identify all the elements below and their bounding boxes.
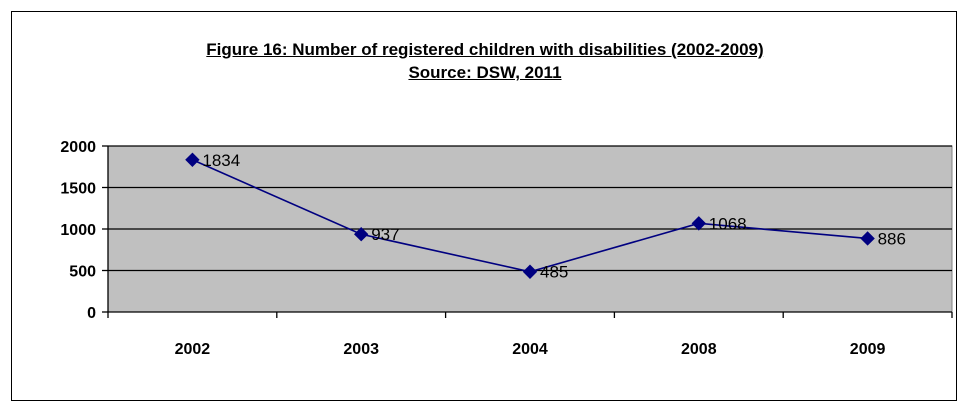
y-tick-label: 0: [87, 305, 96, 322]
x-axis-ticks: 2002 2003 2004 2008 2009: [107, 312, 953, 358]
data-labels: 1834 937 485 1068 886: [202, 151, 906, 282]
x-tick-label: 2002: [175, 341, 211, 358]
x-tick-label: 2008: [681, 341, 717, 358]
x-tick-label: 2004: [512, 341, 548, 358]
data-point-marker: [185, 152, 200, 167]
y-tick-label: 1000: [60, 222, 96, 239]
data-label: 485: [540, 263, 568, 282]
y-tick-label: 500: [69, 264, 96, 281]
x-tick-label: 2009: [850, 341, 886, 358]
data-label: 886: [878, 229, 906, 248]
gridlines: [108, 145, 952, 272]
y-axis-ticks: 0 500 1000 1500 2000: [60, 139, 108, 322]
data-label: 1834: [202, 151, 240, 170]
data-label: 1068: [709, 214, 747, 233]
data-point-marker: [860, 231, 875, 246]
line-chart: 0 500 1000 1500 2000 2002 2003 2004 2008 2009 18…: [60, 139, 953, 358]
y-tick-label: 2000: [60, 139, 96, 156]
chart-subtitle: Source: DSW, 2011: [408, 63, 562, 82]
data-point-marker: [522, 264, 538, 279]
data-markers: [185, 152, 875, 279]
y-tick-label: 1500: [60, 181, 96, 198]
chart-title: Figure 16: Number of registered children…: [206, 40, 764, 59]
data-label: 937: [371, 225, 399, 244]
x-tick-label: 2003: [343, 341, 379, 358]
data-point-marker: [691, 216, 707, 231]
data-point-marker: [353, 227, 369, 242]
